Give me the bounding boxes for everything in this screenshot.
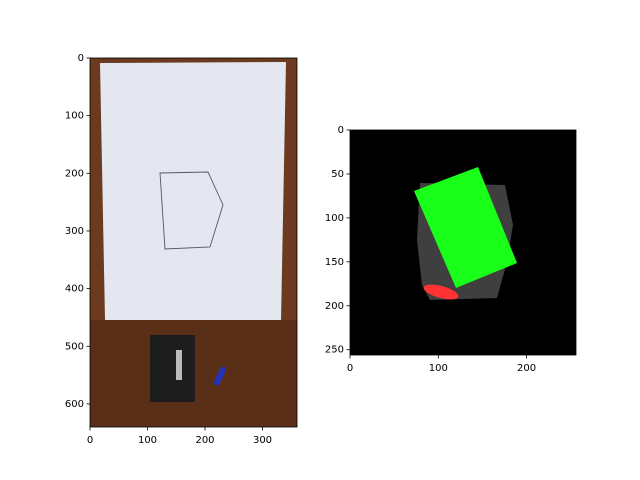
y-tick-label: 150	[325, 257, 344, 268]
drawn-shape	[159, 171, 224, 250]
paper-sheet	[100, 62, 286, 320]
x-tick-label: 0	[87, 435, 93, 446]
card	[150, 335, 195, 402]
red-region	[423, 284, 459, 300]
green-region	[414, 167, 517, 288]
x-tick-label: 200	[517, 363, 536, 374]
axes-frame	[89, 57, 298, 428]
x-tick-label: 100	[138, 435, 157, 446]
y-tick-label: 600	[65, 399, 84, 410]
y-tick-label: 0	[78, 53, 84, 64]
y-tick-label: 500	[65, 341, 84, 352]
y-tick-label: 300	[65, 226, 84, 237]
y-tick-label: 200	[65, 168, 84, 179]
y-tick-label: 50	[331, 169, 344, 180]
y-tick-label: 100	[325, 213, 344, 224]
y-tick-label: 100	[65, 111, 84, 122]
y-tick-label: 250	[325, 345, 344, 356]
y-tick-label: 400	[65, 284, 84, 295]
x-tick-label: 200	[195, 435, 214, 446]
axes-frame	[349, 129, 577, 356]
x-tick-label: 100	[429, 363, 448, 374]
x-tick-label: 0	[347, 363, 353, 374]
y-tick-label: 200	[325, 301, 344, 312]
x-tick-label: 300	[253, 435, 272, 446]
pen	[214, 366, 226, 386]
y-tick-label: 0	[338, 125, 344, 136]
card-barcode	[176, 350, 182, 380]
photo-image	[90, 58, 297, 427]
mask-image	[350, 130, 576, 355]
